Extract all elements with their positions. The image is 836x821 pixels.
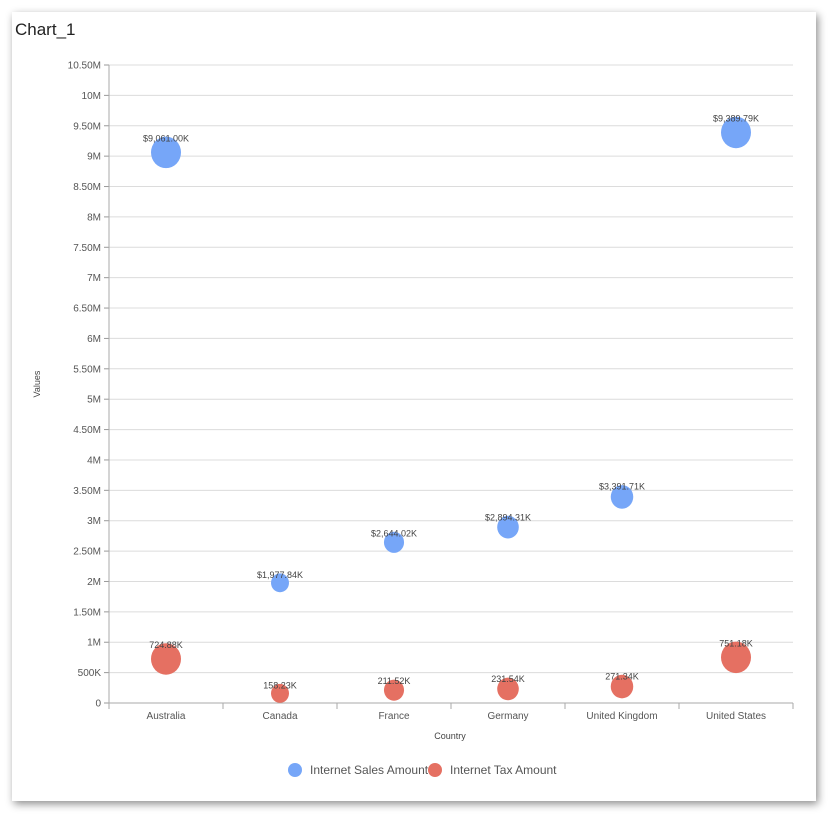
y-tick-label: 5.50M	[73, 364, 101, 375]
data-label: $9,061.00K	[143, 133, 189, 143]
y-tick-label: 5M	[87, 395, 101, 406]
data-label: $3,391.71K	[599, 482, 645, 492]
y-tick-label: 2M	[87, 577, 101, 588]
x-tick-label: Australia	[147, 711, 186, 722]
data-label: 271.34K	[605, 671, 639, 681]
y-tick-label: 4.50M	[73, 425, 101, 436]
x-tick-label: United Kingdom	[586, 711, 657, 722]
y-tick-label: 1M	[87, 638, 101, 649]
y-tick-label: 1.50M	[73, 607, 101, 618]
y-tick-label: 8M	[87, 212, 101, 223]
legend-marker	[288, 763, 302, 777]
x-tick-label: France	[378, 711, 410, 722]
bubble-sales	[610, 485, 634, 509]
x-tick-label: Canada	[262, 711, 297, 722]
legend-marker	[428, 763, 442, 777]
legend-label: Internet Tax Amount	[450, 763, 557, 777]
bubble-tax	[497, 677, 519, 701]
data-label: 211.52K	[378, 676, 411, 686]
data-label: 724.88K	[149, 640, 183, 650]
y-tick-label: 10.50M	[68, 61, 101, 72]
y-tick-label: 6M	[87, 334, 101, 345]
y-tick-label: 7M	[87, 273, 101, 284]
x-tick-label: Germany	[487, 711, 528, 722]
x-axis-title: Country	[434, 731, 466, 741]
y-tick-label: 4M	[87, 455, 101, 466]
data-label: $2,644.02K	[371, 528, 417, 538]
bubble-tax	[721, 641, 751, 674]
y-tick-label: 3M	[87, 516, 101, 527]
bubble-tax	[151, 643, 181, 675]
bubble-tax	[610, 674, 634, 699]
y-tick-label: 2.50M	[73, 547, 101, 558]
bubble-tax	[383, 679, 405, 701]
y-tick-label: 9.50M	[73, 121, 101, 132]
data-label: $2,894.31K	[485, 512, 531, 522]
bubble-sales	[271, 573, 289, 593]
chart-card	[12, 12, 816, 801]
y-tick-label: 10M	[82, 91, 101, 102]
y-tick-label: 7.50M	[73, 243, 101, 254]
bubble-sales	[151, 136, 181, 169]
bubble-sales	[383, 531, 405, 553]
data-label: $1,977.84K	[257, 570, 303, 580]
data-label: 158.23K	[263, 680, 297, 690]
legend-label: Internet Sales Amount	[310, 763, 429, 777]
chart-title: Chart_1	[15, 20, 76, 39]
y-tick-label: 3.50M	[73, 486, 101, 497]
data-label: 231.54K	[491, 674, 525, 684]
data-label: 751.18K	[719, 638, 753, 648]
bubble-sales	[721, 116, 751, 149]
y-axis-title: Values	[32, 370, 42, 397]
x-tick-label: United States	[706, 711, 766, 722]
bubble-sales	[497, 515, 519, 539]
bubble-tax	[271, 683, 289, 703]
data-label: $9,389.79K	[713, 113, 759, 123]
y-tick-label: 6.50M	[73, 304, 101, 315]
y-tick-label: 8.50M	[73, 182, 101, 193]
y-tick-label: 9M	[87, 152, 101, 163]
y-tick-label: 500K	[78, 668, 102, 679]
y-tick-label: 0	[95, 699, 101, 710]
